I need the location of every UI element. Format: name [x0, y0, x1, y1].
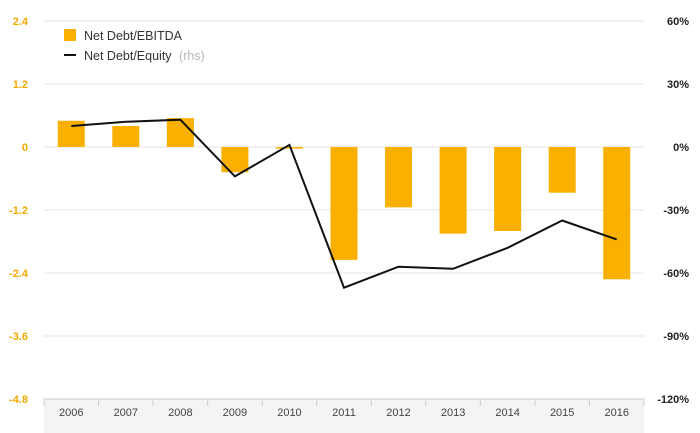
y-left-tick-label: 2.4 — [13, 16, 29, 28]
y-left-tick-label: 0 — [22, 142, 28, 154]
x-tick-label-2016: 2016 — [604, 407, 628, 419]
bar-2012 — [385, 147, 413, 208]
bar-2014 — [494, 147, 522, 231]
y-left-tick-label: 1.2 — [13, 79, 28, 91]
bar-2011 — [330, 147, 358, 260]
x-axis: 2006 2007 2008 2009 2010 2011 2012 2013 2014 2015… — [43, 398, 645, 433]
legend-label-line: Net Debt/Equity (rhs) — [84, 49, 205, 63]
x-tick-label-2015: 2015 — [550, 407, 574, 419]
bar-2015 — [548, 147, 576, 193]
x-tick-label-2006: 2006 — [59, 407, 83, 419]
legend-label-line-name: Net Debt/Equity — [84, 49, 172, 63]
y-right-tick-label: 0% — [673, 142, 689, 154]
y-left-tick-label: -3.6 — [9, 331, 28, 343]
x-tick-label-2009: 2009 — [223, 407, 247, 419]
x-tick-label-2013: 2013 — [441, 407, 465, 419]
bar-2013 — [439, 147, 467, 234]
legend-label-bar: Net Debt/EBITDA — [84, 29, 183, 43]
x-tick-label-2008: 2008 — [168, 407, 192, 419]
y-right-tick-label: -30% — [663, 205, 689, 217]
y-axis-right: 60% 30% 0% -30% -60% -90% -120% — [657, 16, 689, 406]
bar-2007 — [112, 126, 140, 147]
x-tick-label-2007: 2007 — [114, 407, 138, 419]
bar-2016 — [603, 147, 631, 280]
bar-2009 — [221, 147, 249, 173]
legend-swatch-bar — [64, 29, 76, 41]
y-right-tick-label: -90% — [663, 331, 689, 343]
legend-label-line-suffix: (rhs) — [179, 49, 205, 63]
bar-2008 — [166, 118, 194, 147]
x-axis-band — [44, 399, 644, 433]
y-left-tick-label: -2.4 — [9, 268, 29, 280]
y-right-tick-label: -60% — [663, 268, 689, 280]
x-tick-label-2014: 2014 — [495, 407, 519, 419]
y-left-tick-label: -4.8 — [9, 394, 28, 406]
bar-2010 — [275, 147, 303, 149]
x-tick-label-2012: 2012 — [386, 407, 410, 419]
y-right-tick-label: -120% — [657, 394, 689, 406]
y-axis-left: 2.4 1.2 0 -1.2 -2.4 -3.6 -4.8 — [9, 16, 29, 406]
bar-series — [57, 118, 631, 280]
y-right-tick-label: 60% — [667, 16, 689, 28]
legend: Net Debt/EBITDA Net Debt/Equity (rhs) — [64, 29, 205, 63]
y-left-tick-label: -1.2 — [9, 205, 28, 217]
line-net-debt-equity — [71, 118, 618, 289]
x-tick-label-2010: 2010 — [277, 407, 301, 419]
line-series — [71, 118, 618, 289]
y-right-tick-label: 30% — [667, 79, 689, 91]
x-tick-label-2011: 2011 — [332, 407, 356, 419]
